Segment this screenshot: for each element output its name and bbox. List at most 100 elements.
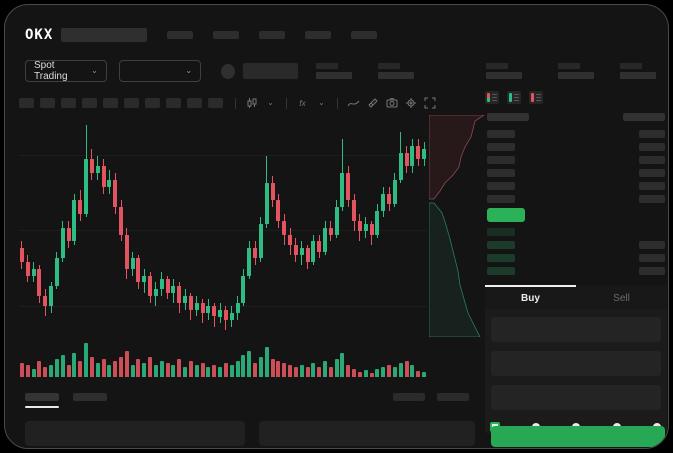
candle: [323, 227, 327, 252]
trendline-icon[interactable]: [347, 97, 360, 110]
bid-row[interactable]: [485, 251, 667, 264]
camera-icon[interactable]: [385, 97, 398, 110]
mode-line: [536, 96, 541, 99]
order-input-placeholder[interactable]: [491, 317, 661, 342]
ask-row[interactable]: [485, 192, 667, 205]
tab-buy[interactable]: Buy: [485, 285, 576, 309]
order-input-placeholder[interactable]: [491, 385, 661, 410]
nav-items: [147, 31, 378, 39]
active-tab-underline: [25, 406, 59, 408]
bid-row[interactable]: [485, 264, 667, 277]
candle: [352, 200, 357, 221]
timeframe-button[interactable]: [82, 98, 97, 108]
volume-bars: [19, 341, 427, 377]
timeframe-button[interactable]: [166, 98, 181, 108]
nav-link-placeholder[interactable]: [213, 31, 240, 39]
buy-submit-button[interactable]: [491, 426, 665, 447]
timeframe-button[interactable]: [124, 98, 139, 108]
volume-bar: [392, 367, 397, 377]
market-type-dropdown[interactable]: Spot Trading ⌄: [25, 60, 107, 82]
bid-amount-placeholder: [639, 266, 665, 275]
book-asks-icon[interactable]: [529, 91, 543, 104]
candle: [276, 200, 281, 221]
bid-row[interactable]: [485, 225, 667, 238]
timeframe-button[interactable]: [145, 98, 160, 108]
mode-lines: [514, 93, 519, 102]
bid-amount-placeholder: [639, 253, 665, 262]
candle-style-icon[interactable]: [245, 97, 258, 110]
candle: [95, 166, 100, 174]
ticker-stat: [558, 63, 594, 79]
nav-link-placeholder[interactable]: [351, 31, 378, 39]
book-bids-icon[interactable]: [507, 91, 521, 104]
stat-label-placeholder: [558, 63, 580, 69]
volume-bar: [153, 365, 158, 377]
volume-bar: [229, 365, 234, 377]
okx-logo: OKX: [25, 27, 54, 43]
ask-amount-placeholder: [639, 194, 665, 203]
volume-bar: [422, 372, 427, 377]
ask-row[interactable]: [485, 127, 667, 140]
stat-label-placeholder: [316, 63, 338, 69]
volume-bar: [130, 365, 135, 377]
chevron-down-icon[interactable]: ⌄: [318, 98, 325, 107]
settings-gear-icon[interactable]: [404, 97, 417, 110]
timeframe-button[interactable]: [19, 98, 34, 108]
ask-row[interactable]: [485, 153, 667, 166]
ask-row[interactable]: [485, 166, 667, 179]
nav-link-placeholder[interactable]: [305, 31, 332, 39]
stat-label-placeholder: [378, 63, 400, 69]
stat-label-placeholder: [486, 63, 508, 69]
chevron-down-icon[interactable]: ⌄: [267, 98, 274, 107]
nav-search-placeholder[interactable]: [61, 28, 148, 42]
ask-price-placeholder: [487, 155, 515, 164]
timeframe-button[interactable]: [208, 98, 223, 108]
bottom-action-placeholder[interactable]: [393, 393, 425, 401]
candle: [200, 302, 205, 314]
timeframe-button[interactable]: [103, 98, 118, 108]
candle: [177, 285, 182, 303]
last-price-button[interactable]: [487, 208, 525, 222]
mode-line: [514, 99, 519, 102]
volume-bar: [387, 365, 392, 377]
timeframe-button[interactable]: [40, 98, 55, 108]
volume-bar: [288, 365, 293, 377]
candle: [206, 306, 211, 314]
ask-row[interactable]: [485, 140, 667, 153]
timeframe-button[interactable]: [187, 98, 202, 108]
red-half: [487, 93, 490, 98]
bottom-tab-active[interactable]: [25, 393, 59, 408]
candle: [136, 258, 141, 283]
eraser-icon[interactable]: [366, 97, 379, 110]
mode-line: [492, 96, 497, 99]
volume-bar: [89, 357, 94, 377]
top-navigation: OKX: [25, 25, 656, 45]
volume-bar: [305, 367, 310, 377]
bottom-action-placeholder[interactable]: [437, 393, 469, 401]
timeframe-buttons: [19, 98, 229, 108]
ticker-stat: [316, 63, 352, 79]
candlestick-chart[interactable]: [19, 115, 427, 337]
volume-bar: [49, 365, 54, 377]
order-input-placeholder[interactable]: [491, 351, 661, 376]
nav-link-placeholder[interactable]: [167, 31, 194, 39]
candle: [258, 224, 263, 259]
candle: [346, 173, 351, 201]
candle: [422, 149, 427, 160]
stat-value-placeholder: [378, 72, 414, 79]
indicators-icon[interactable]: fx: [299, 98, 306, 108]
candle: [241, 275, 246, 303]
nav-link-placeholder[interactable]: [259, 31, 286, 39]
timeframe-button[interactable]: [61, 98, 76, 108]
tab-sell[interactable]: Sell: [613, 292, 630, 304]
volume-bar: [293, 367, 298, 377]
bottom-actions: [393, 393, 469, 401]
ask-row[interactable]: [485, 179, 667, 192]
candle: [60, 227, 65, 259]
fullscreen-icon[interactable]: [423, 97, 436, 110]
ask-price-placeholder: [487, 129, 515, 138]
pair-selector-dropdown[interactable]: ⌄: [118, 60, 202, 82]
book-both-icon[interactable]: [485, 91, 499, 104]
bid-row[interactable]: [485, 238, 667, 251]
bottom-tab[interactable]: [73, 393, 107, 407]
